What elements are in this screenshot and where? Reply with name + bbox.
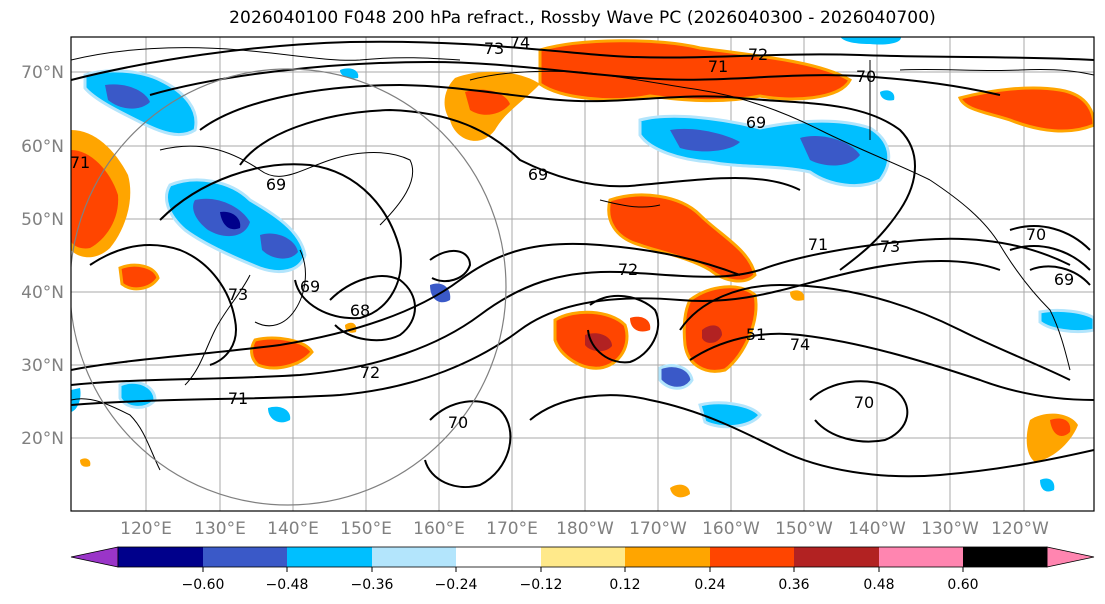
contour-label: 69 bbox=[746, 113, 766, 132]
colorbar-tick-label: −0.36 bbox=[351, 577, 394, 593]
colorbar-outline bbox=[117, 546, 1048, 568]
lon-label: 120°W bbox=[991, 519, 1049, 539]
colorbar-segment bbox=[118, 547, 203, 567]
colorbar-high-extension bbox=[1046, 546, 1095, 568]
colorbar-segment bbox=[963, 547, 1047, 567]
contour-label: 71 bbox=[70, 153, 90, 172]
colorbar-segment bbox=[372, 547, 456, 567]
map-title: 2026040100 F048 200 hPa refract., Rossby… bbox=[229, 8, 936, 28]
colorbar-segment bbox=[456, 547, 541, 567]
contour-label: 69 bbox=[300, 277, 320, 296]
lat-label: 50°N bbox=[21, 210, 64, 230]
contour-label: 73 bbox=[228, 285, 248, 304]
latitude-labels: 70°N 60°N 50°N 40°N 30°N 20°N bbox=[21, 63, 64, 449]
colorbar-low-extension bbox=[70, 546, 119, 568]
lon-label: 160°W bbox=[702, 519, 760, 539]
contour-label: 74 bbox=[790, 335, 810, 354]
colorbar-tick-label: −0.12 bbox=[520, 577, 563, 593]
contour-label: 72 bbox=[618, 260, 638, 279]
contour-label: 69 bbox=[266, 175, 286, 194]
contour-label: 73 bbox=[484, 39, 504, 58]
contour-label: 70 bbox=[854, 393, 874, 412]
coastlines bbox=[71, 47, 1094, 471]
lon-label: 120°E bbox=[120, 519, 172, 539]
lat-label: 60°N bbox=[21, 137, 64, 157]
negative-anomaly-fields bbox=[71, 37, 1094, 492]
contour-label: 51 bbox=[746, 325, 766, 344]
contour-label: 74 bbox=[510, 33, 530, 52]
lon-label: 140°E bbox=[267, 519, 319, 539]
map-frame bbox=[70, 36, 1095, 512]
contour-label: 69 bbox=[528, 165, 548, 184]
contour-labels: 74 73 72 71 70 69 69 71 73 72 69 68 73 6… bbox=[70, 33, 1074, 432]
colorbar-segment bbox=[625, 547, 710, 567]
contour-label: 70 bbox=[448, 413, 468, 432]
contour-label: 71 bbox=[708, 57, 728, 76]
contour-label: 72 bbox=[360, 363, 380, 382]
colorbar-tick-label: −0.24 bbox=[435, 577, 478, 593]
colorbar-segment bbox=[287, 547, 372, 567]
lon-label: 150°W bbox=[775, 519, 833, 539]
lat-label: 20°N bbox=[21, 429, 64, 449]
lon-label: 130°E bbox=[194, 519, 246, 539]
contour-label: 71 bbox=[228, 389, 248, 408]
lat-label: 40°N bbox=[21, 283, 64, 303]
longitude-labels: 120°E 130°E 140°E 150°E 160°E 170°E 180°… bbox=[120, 519, 1049, 539]
colorbar-segment bbox=[203, 547, 287, 567]
refractivity-contours bbox=[71, 40, 1094, 488]
lon-label: 170°E bbox=[486, 519, 538, 539]
lon-label: 150°E bbox=[340, 519, 392, 539]
contour-label: 70 bbox=[856, 67, 876, 86]
contour-label: 70 bbox=[1026, 225, 1046, 244]
contour-label: 68 bbox=[350, 301, 370, 320]
colorbar-segment bbox=[794, 547, 879, 567]
lon-label: 170°W bbox=[629, 519, 687, 539]
lat-label: 30°N bbox=[21, 356, 64, 376]
contour-label: 72 bbox=[748, 45, 768, 64]
lon-label: 180°W bbox=[556, 519, 614, 539]
lon-label: 160°E bbox=[413, 519, 465, 539]
lon-label: 140°W bbox=[848, 519, 906, 539]
lon-label: 130°W bbox=[921, 519, 979, 539]
reference-circle bbox=[71, 68, 507, 506]
colorbar-tick-label: 0.36 bbox=[778, 577, 809, 593]
contour-label: 73 bbox=[880, 237, 900, 256]
lat-label: 70°N bbox=[21, 63, 64, 83]
colorbar-tick-label: 0.60 bbox=[947, 577, 978, 593]
colorbar-tick-label: −0.60 bbox=[182, 577, 225, 593]
colorbar-segment bbox=[879, 547, 963, 567]
colorbar-tick-label: −0.48 bbox=[266, 577, 309, 593]
colorbar: −0.60 −0.48 −0.36 −0.24 −0.12 0.12 0.24 … bbox=[70, 546, 1095, 593]
colorbar-segment bbox=[541, 547, 625, 567]
colorbar-tick-label: 0.48 bbox=[863, 577, 894, 593]
colorbar-segment bbox=[710, 547, 794, 567]
colorbar-tick-label: 0.24 bbox=[694, 577, 725, 593]
colorbar-tick-label: 0.12 bbox=[609, 577, 640, 593]
contour-label: 71 bbox=[808, 235, 828, 254]
contour-label: 69 bbox=[1054, 270, 1074, 289]
